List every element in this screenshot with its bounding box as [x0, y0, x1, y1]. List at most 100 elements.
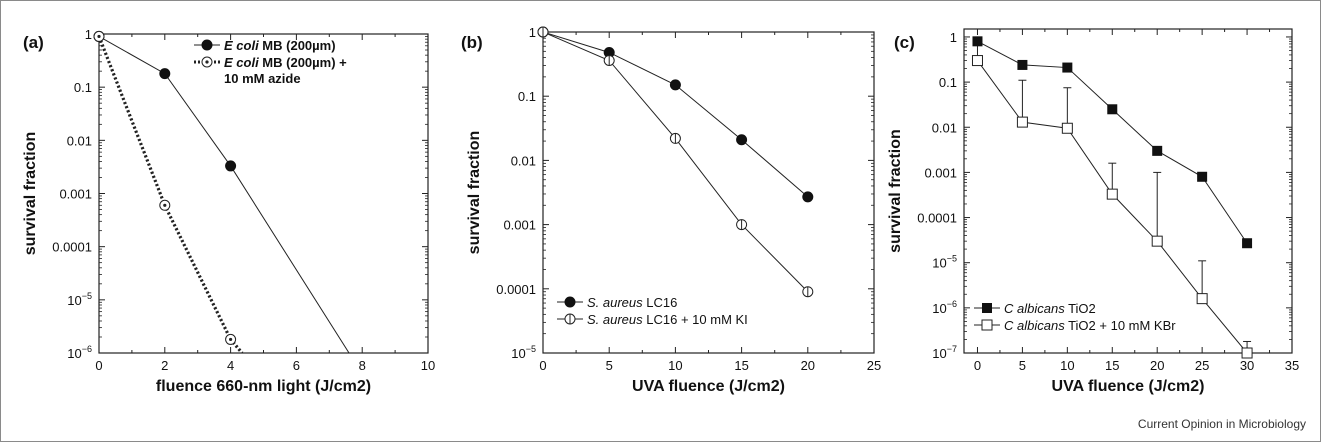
legend-label: S. aureus LC16	[587, 295, 677, 310]
y-axis-label: survival fraction	[22, 132, 39, 256]
y-tick-label: 1	[950, 30, 957, 45]
chart-panel-3: (c) 0 5 10 15 20 25 30 35 1 0.1 0.01 0.001 0.0001 10−5…	[887, 28, 1299, 395]
x-tick-label: 35	[1285, 358, 1299, 373]
plot-frame	[963, 28, 1293, 354]
legend-label: S. aureus LC16 + 10 mM KI	[587, 312, 748, 327]
x-tick-label: 0	[539, 358, 546, 373]
legend-label-line2: 10 mM azide	[224, 71, 301, 86]
data-point	[1017, 59, 1028, 70]
legend-marker-center	[205, 60, 209, 64]
x-tick-label: 15	[734, 358, 748, 373]
legend: E coli MB (200µm) E coli MB (200µm) +10 m…	[194, 38, 347, 86]
data-layer	[99, 35, 350, 353]
data-point-center	[97, 34, 101, 39]
y-tick-label: 0.01	[932, 120, 957, 135]
data-point	[736, 134, 748, 146]
y-tick-label: 0.1	[939, 75, 957, 90]
y-tick-label: 0.001	[59, 187, 92, 202]
y-tick-label: 0.01	[67, 133, 92, 148]
data-point	[159, 68, 171, 80]
x-axis-label: UVA fluence (J/cm2)	[1052, 378, 1205, 395]
data-point	[1196, 293, 1208, 305]
y-tick-label: 0.0001	[52, 240, 92, 255]
x-tick-label: 0	[974, 358, 981, 373]
legend-label: C albicans TiO2	[1004, 301, 1096, 316]
data-point	[1151, 235, 1163, 247]
y-axis-label: survival fraction	[887, 129, 904, 253]
legend-marker	[564, 296, 576, 308]
y-tick-label: 10−6	[932, 299, 957, 316]
series-line-2	[99, 35, 244, 353]
y-tick-label: 0.1	[74, 80, 92, 95]
legend-label: E coli MB (200µm)	[224, 38, 336, 53]
chart-panel-1: (a) 0 2 4 6 8 10 1 0.1 0.01 0.001 0.0001 10−5 10−6 flu…	[22, 27, 435, 395]
data-point	[225, 160, 237, 172]
x-tick-label: 6	[293, 358, 300, 373]
legend-marker	[981, 319, 993, 331]
series-line-1	[977, 40, 1248, 244]
data-point	[1107, 104, 1118, 115]
series-line-1	[99, 35, 350, 353]
x-tick-label: 2	[161, 358, 168, 373]
data-point-center	[163, 203, 167, 207]
y-tick-label: 10−5	[511, 344, 536, 361]
x-tick-label: 10	[1060, 358, 1074, 373]
panel-label: (a)	[23, 33, 44, 52]
legend-marker	[982, 303, 992, 313]
y-tick-label: 0.0001	[496, 282, 536, 297]
y-tick-label: 0.0001	[917, 211, 957, 226]
data-point	[1061, 122, 1073, 134]
y-tick-label: 0.001	[924, 165, 957, 180]
x-tick-label: 25	[1195, 358, 1209, 373]
data-point	[1152, 145, 1163, 156]
legend: C albicans TiO2 C albicans TiO2 + 10 mM K…	[974, 301, 1176, 333]
data-point	[1106, 188, 1118, 200]
y-tick-label: 10−5	[67, 291, 92, 308]
data-point-center	[229, 337, 233, 342]
y-tick-label: 0.001	[503, 218, 536, 233]
y-tick-label: 1	[85, 27, 92, 42]
y-tick-label: 10−6	[67, 344, 92, 361]
legend: S. aureus LC16 S. aureus LC16 + 10 mM KI	[557, 295, 748, 327]
data-point	[669, 79, 681, 91]
data-point	[1242, 238, 1253, 249]
x-tick-label: 30	[1240, 358, 1254, 373]
legend-marker	[201, 39, 213, 51]
y-tick-label: 1	[529, 25, 536, 40]
x-tick-label: 5	[606, 358, 613, 373]
data-point	[1062, 62, 1073, 73]
series-line-2	[543, 32, 809, 293]
x-tick-label: 10	[421, 358, 435, 373]
panel-label: (c)	[894, 33, 915, 52]
y-axis-label: survival fraction	[466, 131, 483, 255]
x-axis-label: UVA fluence (J/cm2)	[632, 378, 785, 395]
x-tick-label: 0	[95, 358, 102, 373]
data-layer	[543, 32, 809, 293]
figure-caption: Current Opinion in Microbiology	[1137, 417, 1306, 431]
data-point	[1197, 171, 1208, 182]
legend-label: C albicans TiO2 + 10 mM KBr	[1004, 318, 1176, 333]
panel-label: (b)	[461, 33, 483, 52]
x-tick-label: 5	[1019, 358, 1026, 373]
chart-panel-2: (b) 0 5 10 15 20 25 1 0.1 0.01 0.001 0.0001 10−5 UVA …	[461, 25, 881, 395]
data-point	[972, 36, 983, 47]
x-tick-label: 15	[1105, 358, 1119, 373]
y-tick-label: 0.01	[511, 153, 536, 168]
data-point	[1241, 347, 1253, 359]
x-tick-label: 20	[1150, 358, 1164, 373]
data-point	[1016, 116, 1028, 128]
x-axis-label: fluence 660-nm light (J/cm2)	[156, 378, 371, 395]
x-tick-label: 10	[668, 358, 682, 373]
legend-label: E coli MB (200µm) +	[224, 55, 347, 70]
series-line-1	[543, 32, 809, 198]
y-tick-label: 0.1	[518, 89, 536, 104]
x-tick-label: 4	[227, 358, 234, 373]
x-tick-label: 20	[801, 358, 815, 373]
data-point	[802, 191, 814, 203]
y-tick-label: 10−5	[932, 254, 957, 271]
x-tick-label: 8	[359, 358, 366, 373]
data-point	[971, 55, 983, 67]
y-tick-label: 10−7	[932, 344, 957, 361]
